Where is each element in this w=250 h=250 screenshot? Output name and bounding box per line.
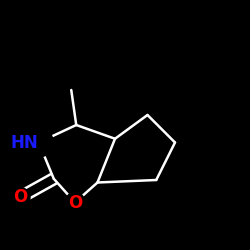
Circle shape [10, 188, 30, 208]
Text: HN: HN [11, 134, 39, 152]
Text: O: O [13, 188, 27, 206]
Circle shape [65, 192, 85, 212]
Text: O: O [68, 194, 82, 212]
Circle shape [24, 128, 53, 157]
